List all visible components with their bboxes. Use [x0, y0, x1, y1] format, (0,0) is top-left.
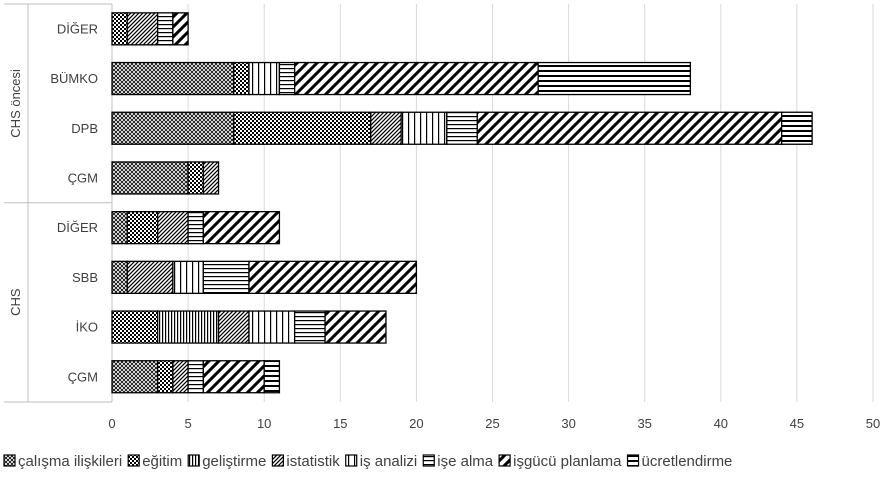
bar-segment [248, 61, 281, 96]
bar-segment [263, 360, 281, 394]
legend-entry: çalışma ilişkileri [18, 453, 122, 470]
bar-segment [400, 111, 448, 145]
bar-segment [111, 260, 128, 295]
bar-segment [278, 61, 296, 96]
bar-segment [202, 360, 265, 394]
category-label: DİĞER [57, 21, 98, 36]
bar-segment [202, 260, 250, 295]
bar-segment [187, 210, 204, 245]
legend: çalışma ilişkileri eğitim geliştirme istati… [3, 453, 733, 470]
bar-segment [248, 310, 296, 344]
bar-segment [111, 161, 189, 195]
bar-segment [111, 210, 128, 245]
x-tick-label: 20 [409, 416, 423, 431]
group-label: CHS öncesi [8, 69, 23, 138]
bar-segment [157, 12, 174, 46]
bar-segment [202, 161, 220, 195]
axes: 0 5 10 15 20 25 30 35 40 45 50 [4, 3, 880, 431]
bar-segment [202, 210, 281, 245]
bar-segment [111, 12, 128, 46]
x-tick-label: 35 [637, 416, 651, 431]
legend-swatch [422, 454, 435, 467]
x-tick-label: 0 [108, 416, 115, 431]
category-labels: CHS öncesi CHS DİĞER BÜMKO DPB ÇGM DİĞER SBB İKO… [8, 21, 98, 384]
group-label: CHS [8, 288, 23, 316]
bar-segment [248, 260, 418, 295]
category-label: İKO [76, 320, 98, 335]
legend-swatch [271, 454, 284, 467]
bar-segment [293, 310, 326, 344]
bar-segment [111, 111, 235, 145]
legend-entry: geliştirme [202, 453, 266, 470]
category-label: ÇGM [68, 170, 98, 185]
bar-segment [233, 61, 250, 96]
bar-segment [370, 111, 402, 145]
category-label: DİĞER [57, 220, 98, 235]
bar-segment [111, 310, 159, 344]
bar-segment [217, 310, 250, 344]
bar-segment [233, 111, 372, 145]
bar-segment [172, 360, 189, 394]
bar-segment [187, 161, 204, 195]
bar-segment [187, 360, 204, 394]
bar-segment [172, 260, 204, 295]
bar-segment [111, 360, 159, 394]
legend-swatch [626, 454, 640, 467]
x-tick-label: 30 [561, 416, 575, 431]
x-tick-label: 5 [184, 416, 191, 431]
bar-segment [324, 310, 387, 344]
bar-segment [293, 61, 539, 96]
legend-entry: ücretlendirme [642, 453, 733, 470]
x-tick-label: 15 [333, 416, 347, 431]
legend-entry: işe alma [437, 453, 494, 470]
category-label: SBB [72, 270, 98, 285]
bar-segment [126, 12, 159, 46]
category-label: DPB [71, 121, 98, 136]
bar-segment [172, 12, 189, 46]
x-tick-label: 50 [866, 416, 880, 431]
x-tick-label: 25 [485, 416, 499, 431]
x-tick-label: 45 [790, 416, 804, 431]
bar-segment [157, 210, 189, 245]
bar-segment [111, 61, 235, 96]
x-tick-label: 10 [257, 416, 271, 431]
legend-entry: iş analizi [360, 453, 418, 470]
legend-swatch [127, 454, 140, 467]
bar-segment [157, 310, 220, 344]
x-tick-label: 40 [714, 416, 728, 431]
bar-segment [126, 260, 174, 295]
bar-segments [111, 12, 813, 394]
legend-swatch [187, 454, 200, 467]
legend-swatch [345, 454, 358, 467]
legend-entry: istatistik [286, 453, 340, 470]
legend-entry: işgücü planlama [513, 453, 622, 470]
category-label: BÜMKO [50, 71, 98, 86]
legend-swatch [498, 454, 511, 467]
bar-segment [446, 111, 478, 145]
bar-segment [157, 360, 174, 394]
legend-swatch [3, 454, 16, 467]
bar-segment [537, 61, 692, 96]
bar-segment [781, 111, 813, 145]
bar-segment [476, 111, 783, 145]
legend-entry: eğitim [142, 453, 182, 470]
bar-segment [126, 210, 159, 245]
category-label: ÇGM [68, 369, 98, 384]
